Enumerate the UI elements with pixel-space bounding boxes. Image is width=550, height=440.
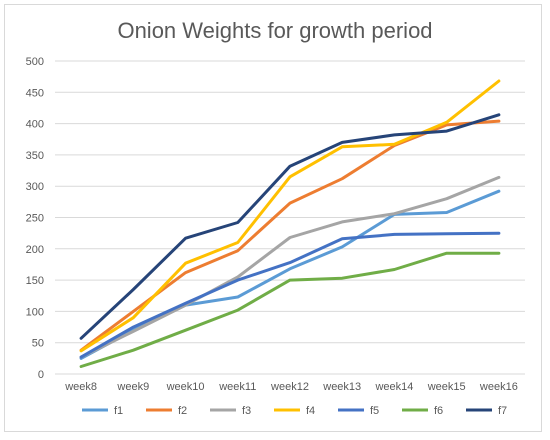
legend-label-f3: f3 <box>242 405 251 417</box>
x-tick-label: week16 <box>479 381 518 393</box>
y-tick-label: 350 <box>26 150 44 162</box>
y-tick-label: 200 <box>26 244 44 256</box>
legend-label-f5: f5 <box>370 405 379 417</box>
y-tick-label: 50 <box>32 338 44 350</box>
legend-label-f7: f7 <box>498 405 507 417</box>
y-tick-label: 450 <box>26 87 44 99</box>
series-line-f6 <box>79 251 501 368</box>
series-line-f1 <box>79 189 501 360</box>
y-tick-label: 500 <box>26 56 44 68</box>
series-line-f7 <box>79 113 501 340</box>
grid-layer <box>55 60 525 375</box>
y-axis-ticks: 0 50 100 150 200 250 300 350 400 450 500 <box>26 56 44 381</box>
x-tick-label: week10 <box>166 381 205 393</box>
x-tick-label: week11 <box>218 381 256 393</box>
x-tick-label: week13 <box>322 381 361 393</box>
x-axis-ticks: week8 week9 week10 week11 week12 week13 week14… <box>64 381 518 393</box>
series-line-f5 <box>79 231 501 359</box>
legend-label-f4: f4 <box>306 405 315 417</box>
x-tick-label: week14 <box>374 381 413 393</box>
x-tick-label: week9 <box>116 381 149 393</box>
legend-label-f6: f6 <box>434 405 443 417</box>
x-tick-label: week12 <box>270 381 309 393</box>
series-line-f3 <box>79 175 501 359</box>
series-line-f2 <box>79 119 501 352</box>
y-tick-label: 100 <box>26 306 44 318</box>
legend-label-f2: f2 <box>178 405 187 417</box>
legend-label-f1: f1 <box>114 405 123 417</box>
y-tick-label: 400 <box>26 119 44 131</box>
y-tick-label: 0 <box>38 369 44 381</box>
y-tick-label: 250 <box>26 213 44 225</box>
series-layer <box>79 79 501 368</box>
y-tick-label: 150 <box>26 275 44 287</box>
y-tick-label: 300 <box>26 181 44 193</box>
legend: f1 f2 f3 f4 f5 f6 f7 <box>82 405 507 417</box>
x-tick-label: week15 <box>427 381 466 393</box>
x-tick-label: week8 <box>64 381 97 393</box>
chart-title: Onion Weights for growth period <box>117 18 433 43</box>
series-line-f4 <box>79 79 501 353</box>
